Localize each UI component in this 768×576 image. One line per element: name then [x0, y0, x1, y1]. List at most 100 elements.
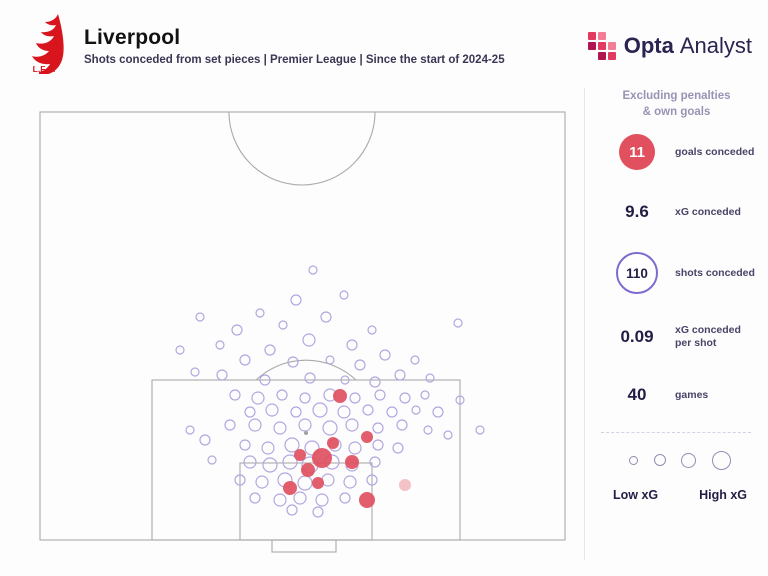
liverpool-crest: L.F.C.: [32, 14, 64, 74]
legend-divider: [601, 432, 751, 433]
shot-marker: [185, 425, 195, 435]
shot-marker: [315, 493, 329, 507]
xg-per-shot-value: 0.09: [620, 327, 654, 346]
shot-marker: [432, 406, 444, 418]
goal-marker: [312, 448, 332, 468]
shot-marker: [255, 308, 265, 318]
shot-marker: [345, 418, 359, 432]
goal-marker: [312, 477, 324, 489]
goals-badge: 11: [619, 134, 655, 170]
shot-marker: [379, 349, 391, 361]
shot-marker: [249, 492, 261, 504]
vertical-divider: [584, 88, 585, 560]
shot-marker: [386, 406, 398, 418]
stats-sidebar: Excluding penalties & own goals 11 goals…: [585, 0, 768, 576]
shot-marker: [231, 324, 243, 336]
shot-marker: [255, 475, 269, 489]
legend-low-label: Low xG: [613, 488, 659, 502]
shot-marker: [215, 340, 225, 350]
goal-marker: [361, 431, 373, 443]
shot-marker: [297, 475, 313, 491]
pitch-outline: [39, 111, 566, 541]
shot-marker: [199, 434, 211, 446]
shot-marker: [302, 333, 316, 347]
xg-label: xG conceded: [675, 205, 741, 218]
shot-marker: [175, 345, 185, 355]
shot-marker: [251, 391, 265, 405]
shot-marker: [290, 294, 302, 306]
shot-marker: [420, 390, 430, 400]
shot-marker: [455, 395, 465, 405]
shot-marker: [425, 373, 435, 383]
shot-marker: [337, 405, 351, 419]
shot-marker: [243, 455, 257, 469]
shot-marker: [195, 312, 205, 322]
legend-high-label: High xG: [699, 488, 747, 502]
shot-marker: [453, 318, 463, 328]
shot-marker: [239, 354, 251, 366]
crest-label: L.F.C.: [33, 64, 56, 74]
shot-marker: [224, 419, 236, 431]
exclusion-note-line2: & own goals: [642, 106, 711, 118]
centre-circle-arc: [228, 111, 376, 186]
legend-labels: Low xG High xG: [613, 488, 747, 502]
shot-marker: [262, 457, 278, 473]
shot-marker: [284, 437, 300, 453]
shot-marker: [244, 406, 256, 418]
goal-marker: [301, 463, 315, 477]
shot-marker: [396, 419, 408, 431]
shot-marker: [367, 325, 377, 335]
penalty-arc: [255, 359, 357, 381]
goal-marker: [359, 492, 375, 508]
shot-marker: [349, 392, 361, 404]
shot-marker: [298, 418, 312, 432]
page-subtitle: Shots conceded from set pieces | Premier…: [84, 54, 505, 66]
shot-marker: [259, 374, 271, 386]
shot-marker: [354, 359, 366, 371]
shot-marker: [264, 344, 276, 356]
goal-marker: [399, 479, 411, 491]
shot-marker: [234, 474, 246, 486]
goals-label: goals conceded: [675, 145, 755, 158]
shot-marker: [304, 440, 320, 456]
stat-games: 40 games: [605, 385, 709, 405]
goal-marker: [345, 455, 359, 469]
shot-marker: [392, 442, 404, 454]
shot-marker: [299, 392, 311, 404]
legend-circle-large-icon: [681, 452, 697, 468]
shot-marker: [348, 441, 362, 455]
stat-xg-conceded: 9.6 xG conceded: [605, 202, 741, 221]
shot-marker: [410, 355, 420, 365]
shot-marker: [372, 422, 384, 434]
shot-marker: [399, 392, 411, 404]
legend-circle-xlarge-icon: [711, 450, 731, 470]
shot-marker: [308, 265, 318, 275]
shot-marker: [290, 406, 302, 418]
shots-layer: [175, 265, 485, 518]
shot-marker: [207, 455, 217, 465]
shot-marker: [475, 425, 485, 435]
xg-size-legend: [629, 450, 731, 470]
shot-marker: [369, 376, 381, 388]
legend-circle-small-icon: [629, 455, 638, 465]
shot-marker: [229, 389, 241, 401]
liver-bird-icon: [32, 14, 64, 74]
penalty-spot: [304, 431, 308, 435]
shot-marker: [339, 290, 349, 300]
shot-marker: [216, 369, 228, 381]
shot-marker: [394, 369, 406, 381]
analyst-wordmark: Analyst: [679, 33, 752, 58]
shot-marker: [273, 493, 287, 507]
stat-goals-conceded: 11 goals conceded: [605, 134, 754, 170]
shot-marker: [304, 372, 316, 384]
shot-marker: [273, 421, 287, 435]
shot-marker: [312, 402, 328, 418]
shot-marker: [282, 454, 298, 470]
shot-marker: [276, 389, 288, 401]
shot-marker: [248, 418, 262, 432]
shot-marker: [362, 404, 374, 416]
shot-marker: [293, 491, 307, 505]
shot-marker: [443, 430, 453, 440]
